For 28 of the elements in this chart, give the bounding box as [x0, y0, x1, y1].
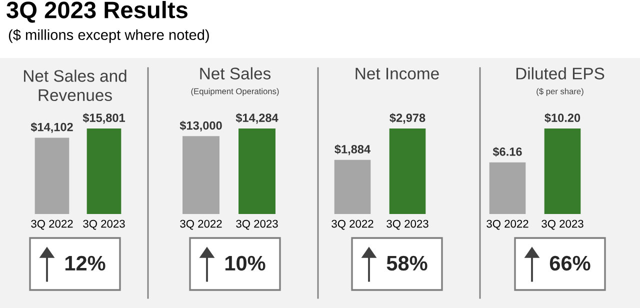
text: 10%: [225, 256, 266, 271]
data-label: $1,884: [334, 144, 370, 156]
text: 12%: [65, 256, 106, 271]
data-label: $6.16: [492, 146, 522, 157]
text: ($ millions except where noted): [8, 29, 209, 43]
data-label: $14,102: [30, 122, 73, 133]
chart-subtitle: ($ per share): [536, 88, 584, 96]
x-tick-label: 3Q 2023: [542, 220, 584, 230]
text: 3Q 2023 Results: [6, 0, 188, 23]
chart-subtitle: (Equipment Operations): [191, 88, 279, 96]
text: 58%: [386, 256, 428, 271]
data-label: $13,000: [180, 120, 222, 132]
x-tick-label: 3Q 2023: [83, 220, 125, 230]
data-label: $14,284: [236, 113, 278, 124]
x-tick-label: 3Q 2023: [236, 220, 278, 230]
chart-title: Net Sales and Revenues: [24, 70, 126, 102]
chart-title: Net Sales: [200, 67, 271, 80]
x-tick-label: 3Q 2022: [31, 220, 73, 230]
chart-title: Diluted EPS: [516, 67, 604, 80]
x-tick-label: 3Q 2023: [386, 220, 428, 230]
data-label: $15,801: [82, 113, 126, 124]
chart-title: Net Income: [356, 68, 439, 80]
x-tick-label: 3Q 2022: [332, 220, 374, 230]
data-label: $10.20: [544, 113, 580, 123]
data-label: $2,978: [390, 113, 426, 124]
x-tick-label: 3Q 2022: [180, 220, 222, 230]
text: 66%: [550, 256, 590, 271]
x-tick-label: 3Q 2022: [486, 220, 528, 230]
